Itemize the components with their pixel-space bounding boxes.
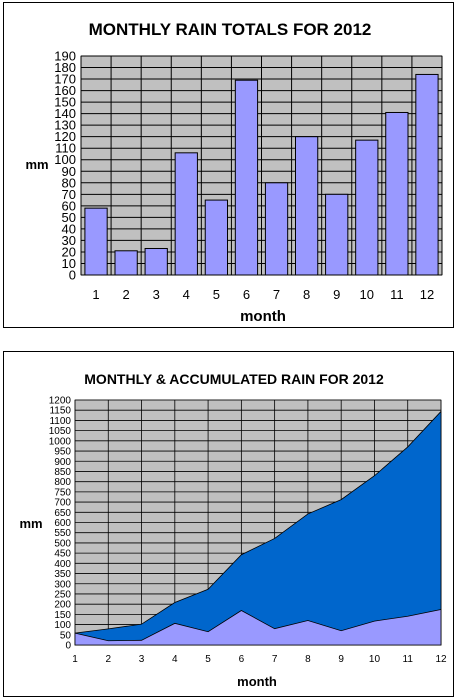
chart1-bar: [84, 207, 108, 276]
chart2-y-tick-label: 200: [54, 600, 71, 611]
chart1-bar: [264, 182, 289, 276]
chart1-y-tick-label: 180: [54, 60, 76, 75]
chart1-x-tick-label: 12: [420, 287, 434, 302]
chart1-x-tick-label: 9: [333, 287, 340, 302]
chart1-xlabel: month: [240, 308, 286, 325]
chart1-y-tick-label: 170: [54, 72, 76, 87]
chart2-y-tick-label: 950: [54, 447, 71, 458]
chart1-bar: [385, 111, 409, 276]
chart2-y-tick-label: 1000: [49, 436, 72, 447]
chart2-x-tick-label: 8: [305, 654, 311, 665]
chart1-y-tick-label: 150: [54, 95, 76, 110]
chart1-x-tick-label: 1: [92, 287, 99, 302]
chart2-y-tick-label: 50: [60, 630, 72, 641]
chart2-x-tick-label: 5: [205, 654, 211, 665]
chart2-title: MONTHLY & ACCUMULATED RAIN FOR 2012: [84, 371, 384, 387]
chart1-bar: [234, 79, 259, 276]
chart1-y-tick-label: 120: [54, 129, 76, 144]
accumulated-rain-chart: MONTHLY & ACCUMULATED RAIN FOR 2012 mm m…: [3, 351, 454, 697]
chart2-y-tick-label: 900: [54, 457, 71, 468]
chart1-y-tick-label: 80: [62, 175, 76, 190]
chart1-bar: [174, 152, 198, 276]
accumulated-rain-svg: MONTHLY & ACCUMULATED RAIN FOR 2012 mm m…: [19, 371, 447, 689]
chart1-ylabel: mm: [25, 157, 48, 172]
chart1-y-tick-label: 110: [55, 141, 76, 156]
chart1-x-tick-label: 8: [303, 287, 310, 302]
chart2-y-tick-label: 1200: [49, 396, 72, 407]
chart1-y-tick-label: 130: [54, 118, 76, 133]
chart2-x-tick-label: 2: [105, 654, 111, 665]
chart1-x-tick-label: 5: [213, 287, 220, 302]
chart2-y-tick-label: 850: [54, 467, 71, 478]
chart2-x-tick-label: 4: [172, 654, 178, 665]
chart2-y-tick-label: 1100: [49, 416, 71, 427]
chart1-x-tick-label: 4: [183, 287, 190, 302]
chart2-y-tick-label: 350: [54, 569, 71, 580]
chart2-area-accumulated: [74, 410, 442, 646]
chart1-y-tick-label: 20: [62, 244, 76, 259]
chart2-y-tick-label: 1150: [49, 406, 71, 417]
chart1-y-tick-label: 100: [54, 152, 76, 167]
chart2-x-tick-label: 12: [435, 654, 447, 665]
chart1-bar: [144, 247, 168, 276]
chart1-y-tick-label: 0: [69, 268, 76, 283]
chart2-x-tick-label: 11: [403, 654, 414, 665]
chart2-x-tick-label: 6: [239, 654, 245, 665]
chart1-y-tick-label: 190: [54, 49, 76, 64]
chart1-x-tick-label: 2: [123, 287, 130, 302]
chart1-bar: [325, 193, 349, 276]
chart2-ylabel: mm: [19, 516, 42, 531]
chart1-title: MONTHLY RAIN TOTALS FOR 2012: [89, 20, 372, 39]
chart2-y-tick-label: 1050: [49, 426, 72, 437]
chart2-y-tick-label: 0: [65, 641, 71, 652]
chart1-y-tick-label: 10: [62, 256, 76, 271]
chart2-y-tick-label: 650: [54, 508, 71, 519]
chart2-x-tick-label: 3: [139, 654, 145, 665]
chart2-x-tick-label: 7: [272, 654, 278, 665]
chart2-y-tick-label: 100: [54, 620, 71, 631]
chart1-x-tick-label: 3: [153, 287, 160, 302]
chart1-x-tick-label: 10: [360, 287, 374, 302]
chart2-y-tick-label: 550: [54, 528, 71, 539]
chart2-y-tick-label: 800: [54, 477, 71, 488]
chart1-bar: [294, 136, 319, 276]
chart2-xlabel: month: [237, 674, 277, 689]
chart2-y-tick-label: 400: [54, 559, 71, 570]
chart1-x-tick-label: 6: [243, 287, 250, 302]
chart2-x-tick-label: 9: [338, 654, 344, 665]
chart1-y-tick-label: 140: [54, 106, 76, 121]
monthly-rain-svg: MONTHLY RAIN TOTALS FOR 2012 mm month 01…: [25, 20, 443, 325]
chart1-bar: [114, 250, 138, 276]
chart2-y-tick-label: 300: [54, 579, 71, 590]
chart2-y-tick-label: 250: [54, 589, 71, 600]
chart1-x-tick-label: 7: [273, 287, 280, 302]
chart2-y-tick-label: 600: [54, 518, 71, 529]
chart2-y-tick-label: 500: [54, 538, 71, 549]
chart2-y-tick-label: 700: [54, 498, 71, 509]
chart1-y-tick-label: 160: [54, 83, 76, 98]
chart2-y-tick-label: 450: [54, 549, 71, 560]
chart1-y-tick-label: 50: [62, 210, 76, 225]
chart1-bar: [204, 199, 229, 276]
chart1-y-tick-label: 60: [62, 198, 76, 213]
chart2-x-tick-label: 1: [72, 654, 78, 665]
chart1-y-tick-label: 70: [62, 187, 76, 202]
chart2-y-tick-label: 150: [54, 610, 71, 621]
chart1-bar: [415, 73, 439, 276]
chart2-area-monthly: [74, 608, 442, 646]
chart1-y-tick-label: 40: [62, 221, 76, 236]
chart2-x-tick-label: 10: [369, 654, 381, 665]
chart1-y-tick-label: 90: [62, 164, 76, 179]
chart1-bar: [355, 139, 379, 276]
chart2-y-tick-label: 750: [54, 487, 71, 498]
chart1-y-tick-label: 30: [62, 233, 76, 248]
chart1-x-tick-label: 11: [390, 287, 404, 302]
